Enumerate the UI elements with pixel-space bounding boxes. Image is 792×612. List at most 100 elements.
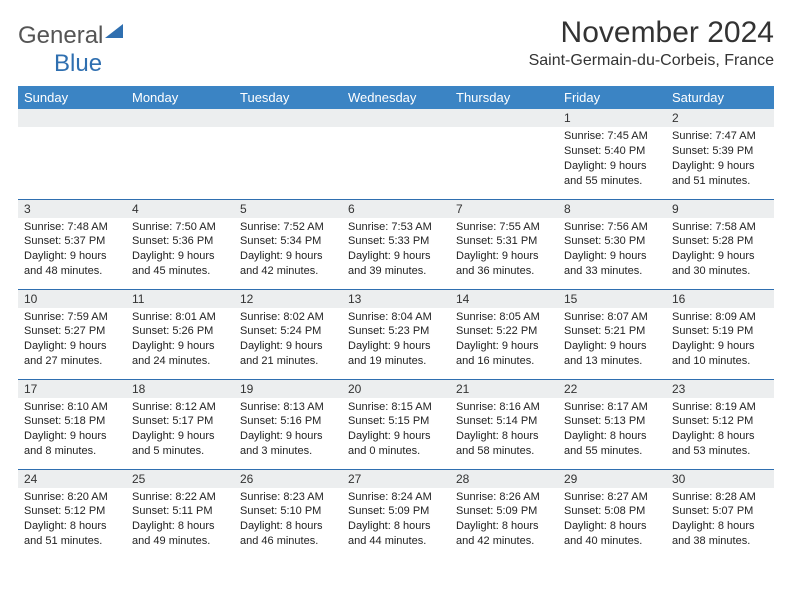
calendar-day-cell: 6Sunrise: 7:53 AMSunset: 5:33 PMDaylight… [342, 199, 450, 289]
day-sun-data: Sunrise: 7:55 AMSunset: 5:31 PMDaylight:… [450, 218, 558, 283]
calendar-day-cell: 8Sunrise: 7:56 AMSunset: 5:30 PMDaylight… [558, 199, 666, 289]
calendar-day-cell: 2Sunrise: 7:47 AMSunset: 5:39 PMDaylight… [666, 109, 774, 199]
day-sun-data: Sunrise: 8:01 AMSunset: 5:26 PMDaylight:… [126, 308, 234, 373]
day-number: 26 [234, 470, 342, 488]
day-of-week-header: Friday [558, 86, 666, 109]
calendar-day-cell: 1Sunrise: 7:45 AMSunset: 5:40 PMDaylight… [558, 109, 666, 199]
calendar-day-cell: 19Sunrise: 8:13 AMSunset: 5:16 PMDayligh… [234, 379, 342, 469]
day-of-week-header: Tuesday [234, 86, 342, 109]
day-number: 4 [126, 200, 234, 218]
day-of-week-header: Thursday [450, 86, 558, 109]
day-sun-data: Sunrise: 8:27 AMSunset: 5:08 PMDaylight:… [558, 488, 666, 553]
day-sun-data: Sunrise: 8:09 AMSunset: 5:19 PMDaylight:… [666, 308, 774, 373]
day-sun-data: Sunrise: 7:56 AMSunset: 5:30 PMDaylight:… [558, 218, 666, 283]
day-number: 19 [234, 380, 342, 398]
day-sun-data [234, 127, 342, 148]
day-sun-data [18, 127, 126, 148]
day-number: 29 [558, 470, 666, 488]
calendar-day-cell: 20Sunrise: 8:15 AMSunset: 5:15 PMDayligh… [342, 379, 450, 469]
day-sun-data: Sunrise: 8:04 AMSunset: 5:23 PMDaylight:… [342, 308, 450, 373]
day-sun-data: Sunrise: 7:59 AMSunset: 5:27 PMDaylight:… [18, 308, 126, 373]
page-title: November 2024 [529, 16, 774, 50]
day-number: 27 [342, 470, 450, 488]
calendar-day-cell: 15Sunrise: 8:07 AMSunset: 5:21 PMDayligh… [558, 289, 666, 379]
calendar-day-cell: 3Sunrise: 7:48 AMSunset: 5:37 PMDaylight… [18, 199, 126, 289]
calendar-day-cell: 25Sunrise: 8:22 AMSunset: 5:11 PMDayligh… [126, 469, 234, 559]
calendar-day-cell [450, 109, 558, 199]
day-sun-data: Sunrise: 8:05 AMSunset: 5:22 PMDaylight:… [450, 308, 558, 373]
calendar-day-cell: 7Sunrise: 7:55 AMSunset: 5:31 PMDaylight… [450, 199, 558, 289]
calendar-day-cell: 12Sunrise: 8:02 AMSunset: 5:24 PMDayligh… [234, 289, 342, 379]
day-number: 7 [450, 200, 558, 218]
day-number: 22 [558, 380, 666, 398]
day-sun-data: Sunrise: 8:13 AMSunset: 5:16 PMDaylight:… [234, 398, 342, 463]
day-sun-data: Sunrise: 8:26 AMSunset: 5:09 PMDaylight:… [450, 488, 558, 553]
day-sun-data: Sunrise: 8:28 AMSunset: 5:07 PMDaylight:… [666, 488, 774, 553]
day-number: 10 [18, 290, 126, 308]
day-number: 12 [234, 290, 342, 308]
calendar-day-cell: 5Sunrise: 7:52 AMSunset: 5:34 PMDaylight… [234, 199, 342, 289]
day-sun-data: Sunrise: 8:12 AMSunset: 5:17 PMDaylight:… [126, 398, 234, 463]
day-sun-data: Sunrise: 8:24 AMSunset: 5:09 PMDaylight:… [342, 488, 450, 553]
brand-triangle-icon [105, 24, 123, 38]
calendar-day-cell: 9Sunrise: 7:58 AMSunset: 5:28 PMDaylight… [666, 199, 774, 289]
day-number: 20 [342, 380, 450, 398]
day-number: 15 [558, 290, 666, 308]
day-sun-data: Sunrise: 8:17 AMSunset: 5:13 PMDaylight:… [558, 398, 666, 463]
day-number: 2 [666, 109, 774, 127]
calendar-week-row: 24Sunrise: 8:20 AMSunset: 5:12 PMDayligh… [18, 469, 774, 559]
day-sun-data: Sunrise: 8:23 AMSunset: 5:10 PMDaylight:… [234, 488, 342, 553]
calendar-day-cell: 30Sunrise: 8:28 AMSunset: 5:07 PMDayligh… [666, 469, 774, 559]
day-sun-data: Sunrise: 7:58 AMSunset: 5:28 PMDaylight:… [666, 218, 774, 283]
day-number: 21 [450, 380, 558, 398]
day-number: 18 [126, 380, 234, 398]
calendar-day-cell: 21Sunrise: 8:16 AMSunset: 5:14 PMDayligh… [450, 379, 558, 469]
day-number: 17 [18, 380, 126, 398]
day-sun-data: Sunrise: 7:48 AMSunset: 5:37 PMDaylight:… [18, 218, 126, 283]
day-sun-data: Sunrise: 8:20 AMSunset: 5:12 PMDaylight:… [18, 488, 126, 553]
calendar-day-cell: 10Sunrise: 7:59 AMSunset: 5:27 PMDayligh… [18, 289, 126, 379]
calendar-day-cell: 29Sunrise: 8:27 AMSunset: 5:08 PMDayligh… [558, 469, 666, 559]
day-number: 6 [342, 200, 450, 218]
day-sun-data: Sunrise: 8:07 AMSunset: 5:21 PMDaylight:… [558, 308, 666, 373]
calendar-table: SundayMondayTuesdayWednesdayThursdayFrid… [18, 86, 774, 559]
day-number: 5 [234, 200, 342, 218]
day-sun-data: Sunrise: 8:22 AMSunset: 5:11 PMDaylight:… [126, 488, 234, 553]
day-number: 9 [666, 200, 774, 218]
calendar-day-cell: 16Sunrise: 8:09 AMSunset: 5:19 PMDayligh… [666, 289, 774, 379]
calendar-day-cell [342, 109, 450, 199]
day-sun-data: Sunrise: 8:19 AMSunset: 5:12 PMDaylight:… [666, 398, 774, 463]
day-sun-data [342, 127, 450, 148]
calendar-day-cell: 4Sunrise: 7:50 AMSunset: 5:36 PMDaylight… [126, 199, 234, 289]
day-number: 23 [666, 380, 774, 398]
day-number: 11 [126, 290, 234, 308]
day-number [234, 109, 342, 127]
brand-word1: General [18, 22, 103, 50]
day-sun-data [450, 127, 558, 148]
location-subtitle: Saint-Germain-du-Corbeis, France [529, 52, 774, 70]
day-number: 28 [450, 470, 558, 488]
calendar-day-cell [18, 109, 126, 199]
brand-logo: General [18, 22, 123, 50]
day-number [126, 109, 234, 127]
day-of-week-header-row: SundayMondayTuesdayWednesdayThursdayFrid… [18, 86, 774, 109]
day-number: 8 [558, 200, 666, 218]
day-number: 14 [450, 290, 558, 308]
day-of-week-header: Saturday [666, 86, 774, 109]
calendar-day-cell [126, 109, 234, 199]
day-sun-data [126, 127, 234, 148]
day-of-week-header: Monday [126, 86, 234, 109]
day-number: 24 [18, 470, 126, 488]
day-of-week-header: Sunday [18, 86, 126, 109]
calendar-day-cell: 23Sunrise: 8:19 AMSunset: 5:12 PMDayligh… [666, 379, 774, 469]
calendar-day-cell: 17Sunrise: 8:10 AMSunset: 5:18 PMDayligh… [18, 379, 126, 469]
calendar-day-cell: 22Sunrise: 8:17 AMSunset: 5:13 PMDayligh… [558, 379, 666, 469]
day-sun-data: Sunrise: 8:16 AMSunset: 5:14 PMDaylight:… [450, 398, 558, 463]
day-number: 3 [18, 200, 126, 218]
day-of-week-header: Wednesday [342, 86, 450, 109]
calendar-day-cell: 18Sunrise: 8:12 AMSunset: 5:17 PMDayligh… [126, 379, 234, 469]
day-number: 1 [558, 109, 666, 127]
calendar-day-cell: 28Sunrise: 8:26 AMSunset: 5:09 PMDayligh… [450, 469, 558, 559]
day-sun-data: Sunrise: 7:47 AMSunset: 5:39 PMDaylight:… [666, 127, 774, 192]
calendar-day-cell: 27Sunrise: 8:24 AMSunset: 5:09 PMDayligh… [342, 469, 450, 559]
